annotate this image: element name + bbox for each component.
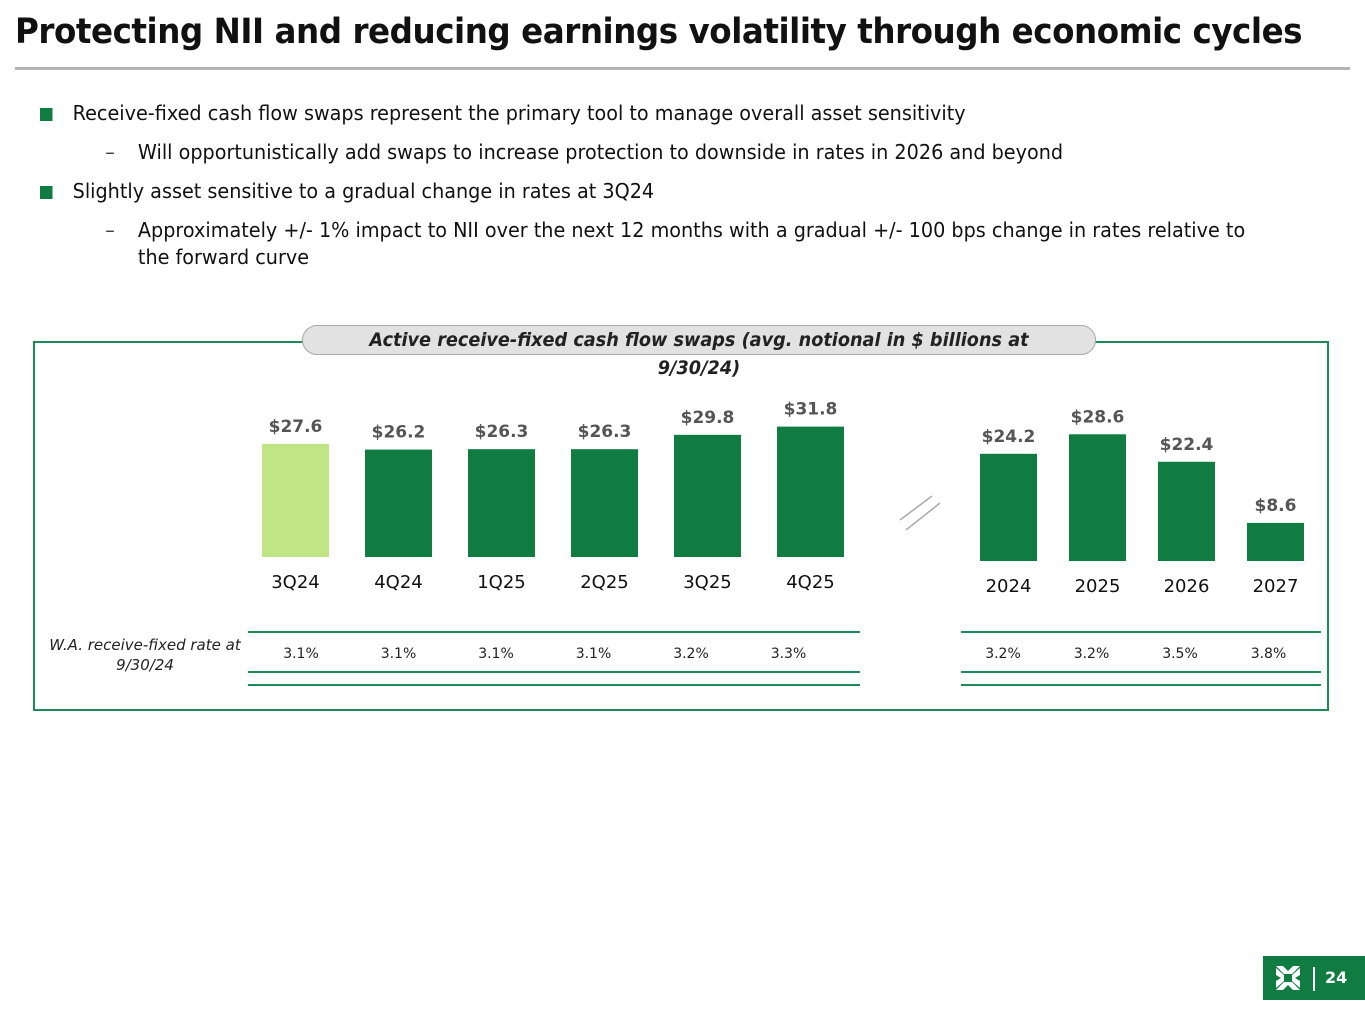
rate-row-label: W.A. receive-fixed rate at 9/30/24 — [49, 636, 241, 674]
bank-logo-icon — [1276, 966, 1300, 990]
bullet-text: Slightly asset sensitive to a gradual ch… — [72, 179, 655, 203]
badge-divider — [1313, 967, 1315, 991]
sub-bullet-text: Approximately +/- 1% impact to NII over … — [137, 218, 1246, 269]
footer-badge: 24 — [1263, 956, 1365, 1000]
dash-bullet-icon: – — [105, 218, 115, 242]
title-divider — [15, 67, 1350, 70]
bullet-text: Receive-fixed cash flow swaps represent … — [72, 101, 966, 125]
square-bullet-icon — [40, 108, 53, 121]
square-bullet-icon — [40, 186, 53, 199]
dash-bullet-icon: – — [105, 140, 115, 164]
page-number: 24 — [1325, 968, 1348, 987]
page-title: Protecting NII and reducing earnings vol… — [15, 12, 1303, 52]
sub-bullet-text: Will opportunistically add swaps to incr… — [137, 140, 1064, 164]
chart-title-pill: Active receive-fixed cash flow swaps (av… — [302, 325, 1096, 379]
chart-title: Active receive-fixed cash flow swaps (av… — [369, 329, 1029, 379]
